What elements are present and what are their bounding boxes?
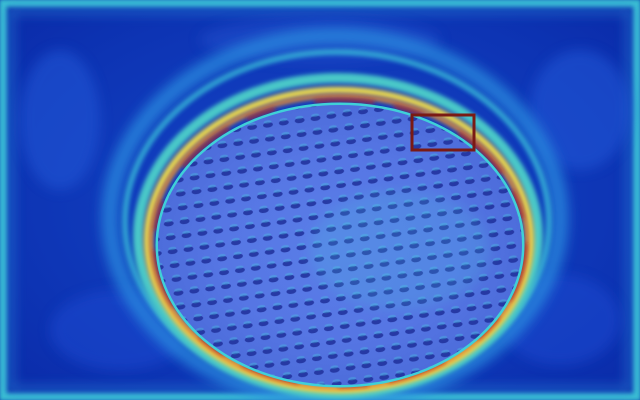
disc-highlight	[310, 190, 490, 310]
rim-ring-cyan	[133, 73, 543, 399]
highlight-box	[410, 113, 476, 152]
rim-ring-orange	[149, 94, 529, 390]
dish-halo	[102, 28, 568, 400]
rim-ring-inner-cyan	[155, 102, 525, 388]
